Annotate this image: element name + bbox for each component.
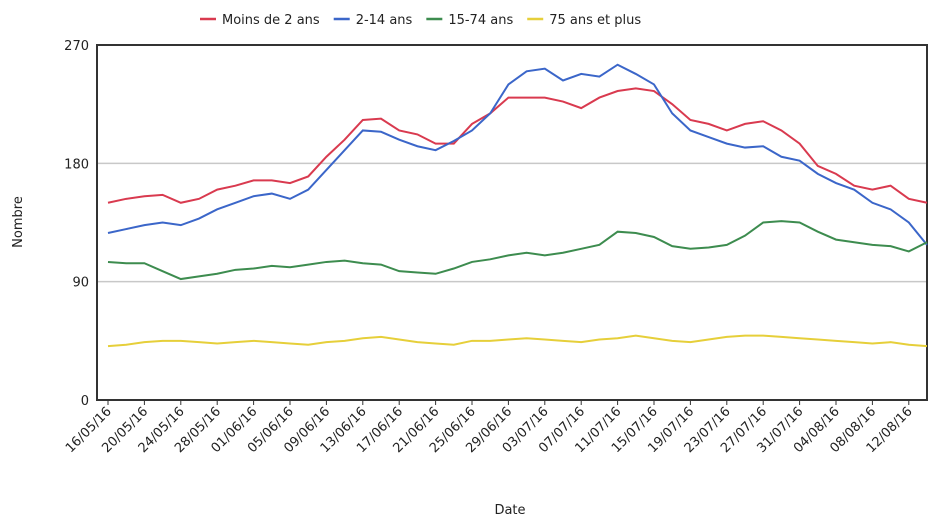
y-tick-label: 180 [64, 157, 89, 172]
x-axis-label: Date [494, 503, 525, 518]
y-tick-label: 0 [81, 394, 89, 409]
legend-label: 15-74 ans [448, 13, 513, 28]
y-tick-label: 270 [64, 39, 89, 54]
legend-label: 2-14 ans [356, 13, 413, 28]
legend-label: 75 ans et plus [549, 13, 641, 28]
series-line [107, 334, 928, 348]
series-line [107, 220, 928, 281]
y-tick-label: 90 [72, 276, 89, 291]
plot-frame [96, 44, 928, 401]
y-axis-label: Nombre [11, 196, 26, 248]
legend-label: Moins de 2 ans [222, 13, 320, 28]
series-line [107, 87, 928, 204]
series-line [107, 63, 928, 246]
